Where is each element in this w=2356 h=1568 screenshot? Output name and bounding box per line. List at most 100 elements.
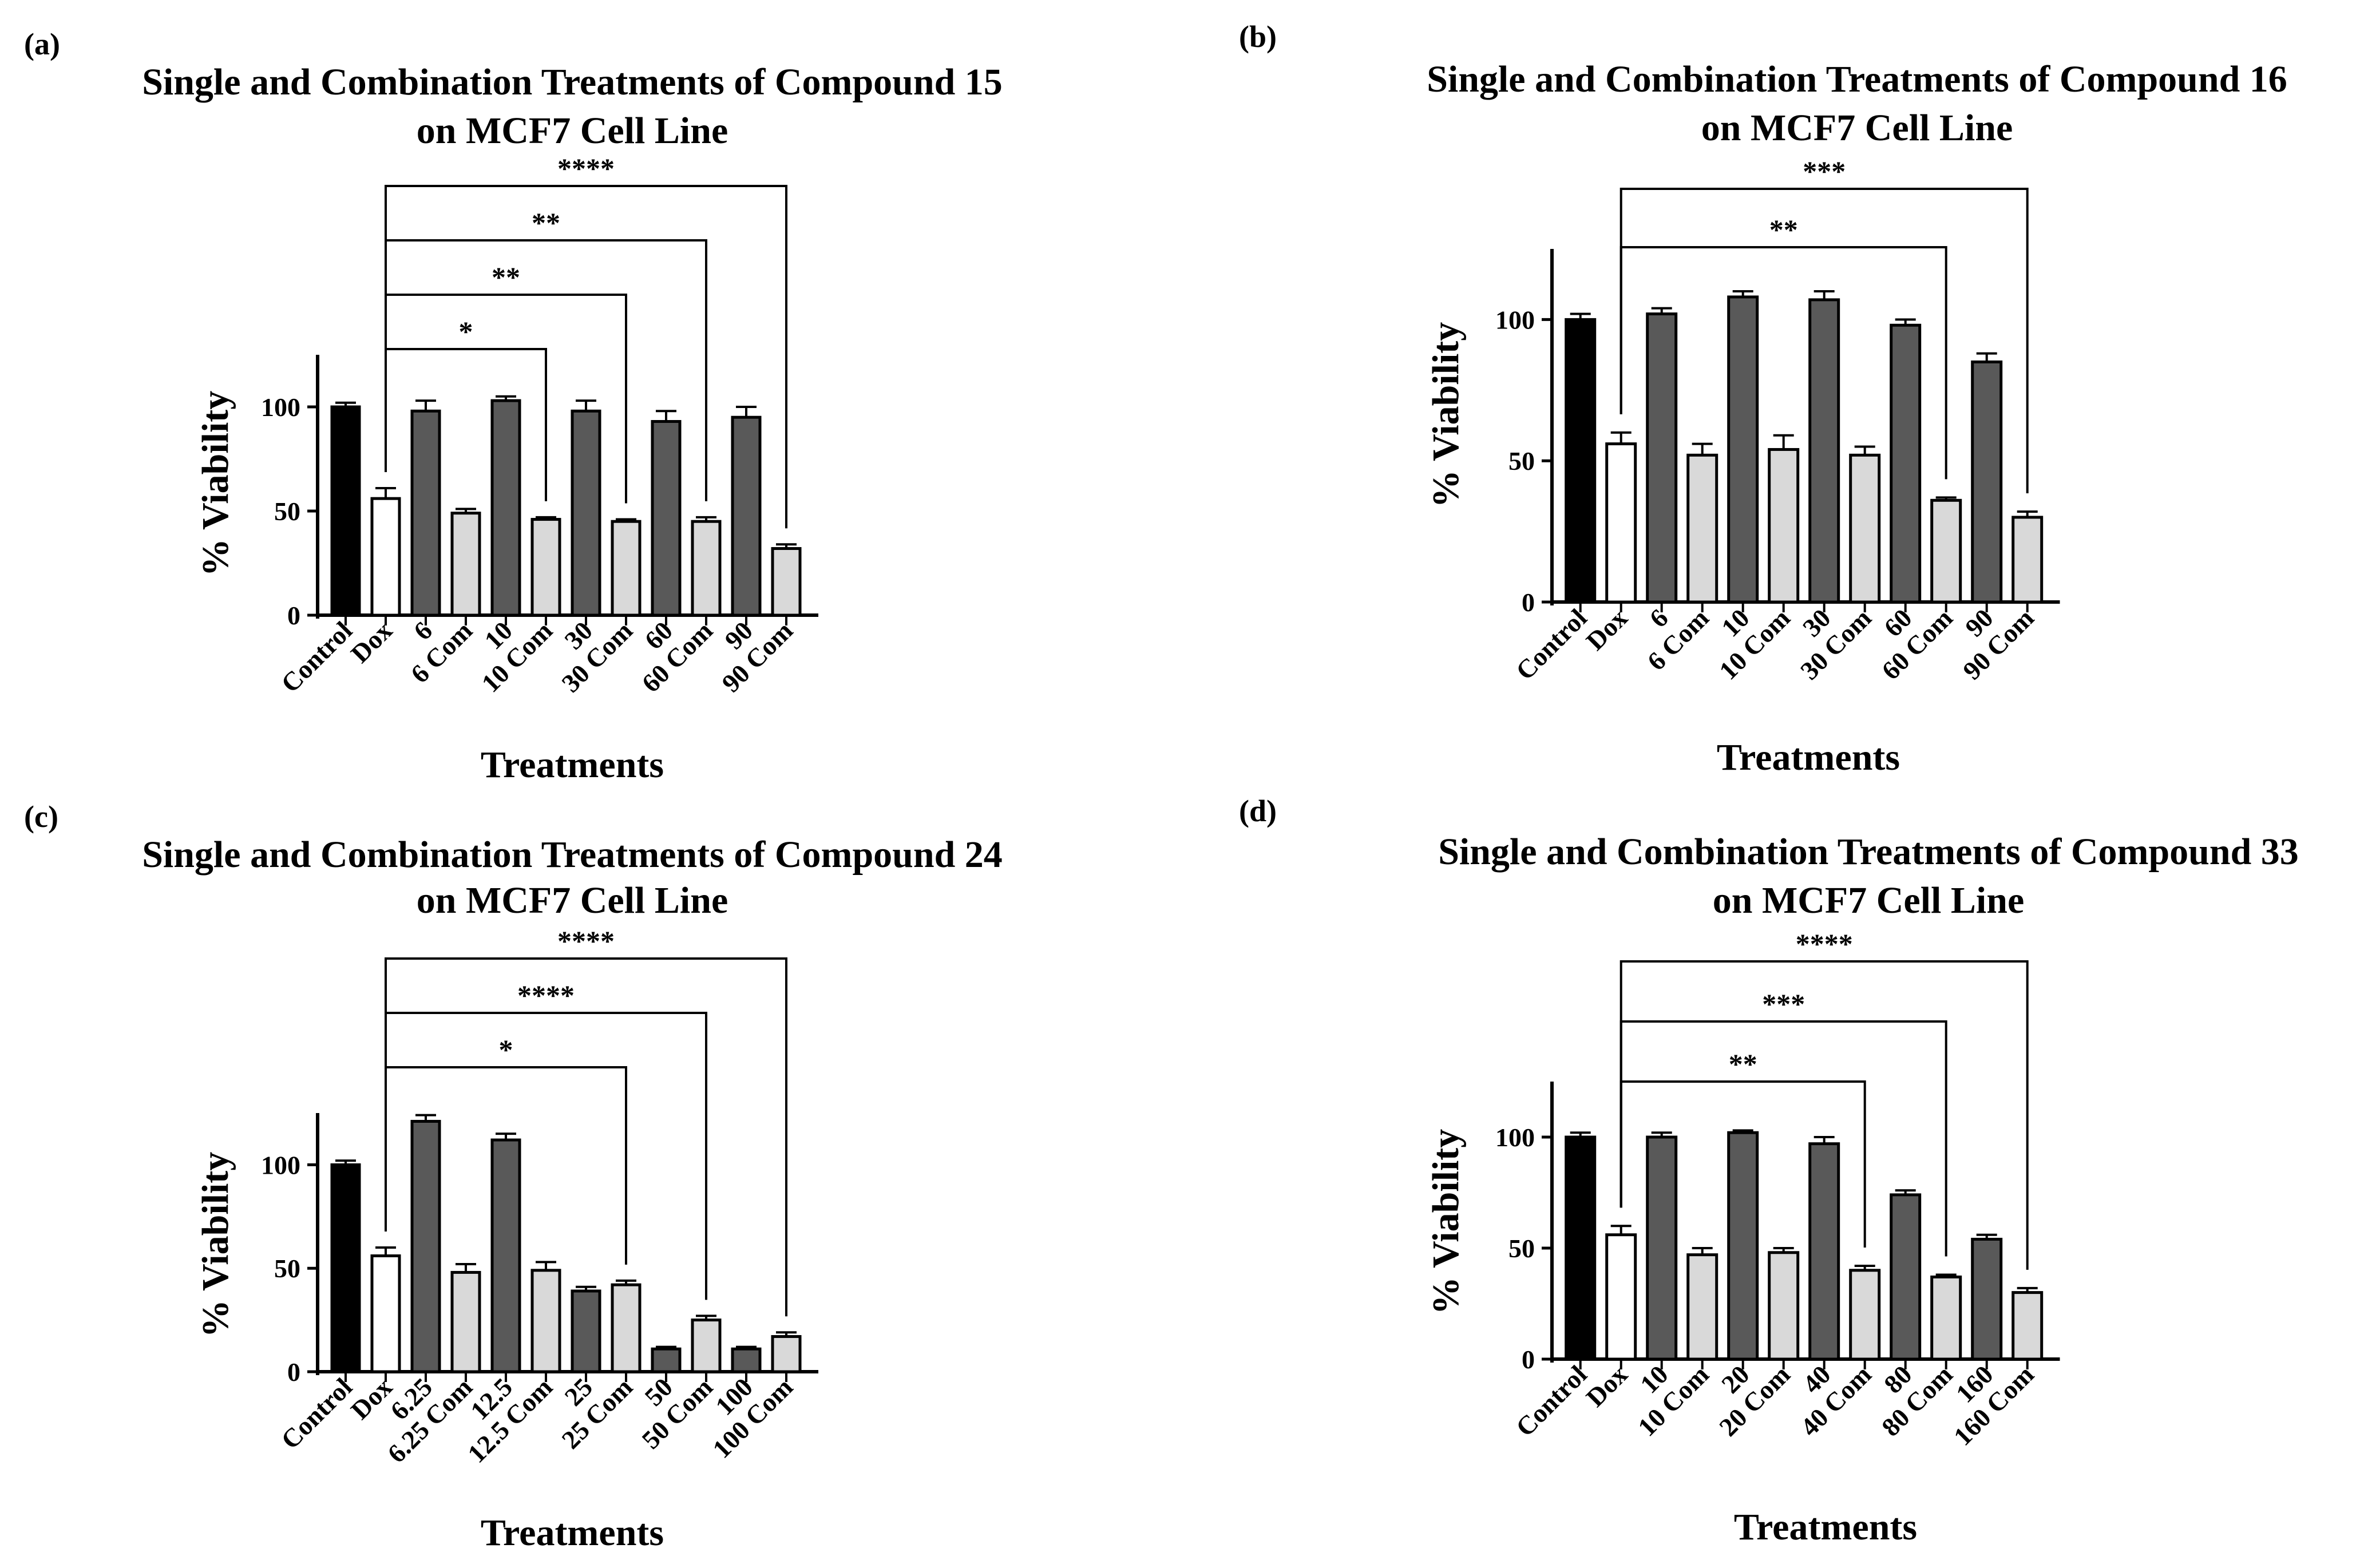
chart-title-line1: Single and Combination Treatments of Com… [142, 834, 1003, 876]
chart-title-line1: Single and Combination Treatments of Com… [142, 61, 1003, 103]
significance-label: **** [557, 925, 615, 957]
chart-panel-c: (c) Single and Combination Treatments of … [24, 799, 1003, 1554]
significance-label: **** [557, 152, 615, 184]
panel-label: (c) [24, 799, 58, 834]
bar-7 [611, 520, 642, 617]
bar-7 [611, 1283, 642, 1373]
chart-title-line2: on MCF7 Cell Line [1713, 880, 2024, 921]
bar-6 [571, 1289, 601, 1373]
bar-3 [1686, 453, 1719, 604]
bar-0 [1565, 1135, 1597, 1361]
category-label: Dox [1581, 1360, 1633, 1412]
significance-label: ** [1729, 1048, 1757, 1080]
x-axis-label: Treatments [481, 1512, 664, 1554]
bar-1 [370, 497, 401, 617]
category-label: 100 Com [707, 1372, 798, 1464]
significance-label: ** [492, 261, 520, 293]
significance-label: *** [1762, 988, 1805, 1020]
significance-label: **** [517, 979, 575, 1011]
significance-bracket [1619, 960, 2029, 1270]
chart-title-line1: Single and Combination Treatments of Com… [1438, 831, 2299, 873]
y-tick-label: 100 [261, 393, 300, 422]
chart-panel-d: (d) Single and Combination Treatments of … [1239, 794, 2299, 1548]
chart-panel-b: (b) Single and Combination Treatments of … [1239, 19, 2287, 778]
significance-bracket [385, 348, 547, 501]
chart-title-line2: on MCF7 Cell Line [417, 880, 728, 921]
bar-11 [2011, 1291, 2044, 1361]
bar-7 [1849, 1269, 1881, 1361]
bar-8 [1890, 1193, 1922, 1361]
bar-1 [370, 1254, 401, 1373]
significance-label: ** [532, 207, 560, 239]
significance-label: **** [1796, 928, 1853, 960]
bar-6 [1808, 298, 1840, 604]
bar-0 [330, 1163, 361, 1373]
bar-9 [691, 1318, 722, 1373]
bar-9 [1930, 498, 1962, 604]
bar-4 [1727, 295, 1759, 604]
y-axis-label: % Viability [1425, 1129, 1467, 1315]
bar-10 [1971, 360, 2003, 604]
category-label: 160 Com [1948, 1360, 2040, 1451]
category-label: Dox [345, 1372, 398, 1425]
y-tick-label: 50 [274, 497, 300, 526]
bar-9 [1930, 1275, 1962, 1361]
significance-label: *** [1803, 155, 1846, 187]
bar-3 [450, 1270, 481, 1373]
bar-8 [1890, 323, 1922, 604]
significance-label: * [459, 315, 473, 347]
y-tick-label: 100 [1495, 305, 1535, 334]
bar-9 [691, 520, 722, 617]
bar-5 [530, 1269, 561, 1373]
category-label: Dox [1581, 603, 1633, 656]
bar-2 [1646, 1135, 1678, 1361]
bar-2 [410, 1119, 441, 1373]
bar-3 [1686, 1253, 1719, 1361]
significance-label: * [499, 1034, 513, 1066]
bar-5 [530, 518, 561, 617]
bar-5 [1768, 448, 1800, 604]
significance-bracket [1619, 188, 2029, 494]
bar-1 [1605, 442, 1637, 604]
bar-3 [450, 512, 481, 617]
y-tick-label: 50 [1508, 446, 1535, 476]
significance-bracket [385, 957, 787, 1317]
bar-5 [1768, 1251, 1800, 1361]
bar-6 [571, 409, 601, 617]
y-tick-label: 0 [287, 1357, 300, 1387]
y-axis-label: % Viability [195, 1152, 236, 1338]
y-tick-label: 0 [1522, 588, 1535, 617]
x-axis-label: Treatments [1734, 1506, 1917, 1548]
panel-label: (b) [1239, 19, 1277, 54]
y-tick-label: 50 [274, 1254, 300, 1283]
chart-panel-a: (a) Single and Combination Treatments of … [24, 27, 1003, 786]
bar-10 [731, 415, 762, 617]
bar-1 [1605, 1233, 1637, 1361]
bar-8 [651, 419, 682, 617]
x-axis-label: Treatments [481, 744, 664, 786]
bar-0 [330, 405, 361, 617]
bar-4 [1727, 1131, 1759, 1361]
bar-10 [1971, 1237, 2003, 1361]
chart-title-line2: on MCF7 Cell Line [1701, 107, 2013, 149]
y-tick-label: 50 [1508, 1234, 1535, 1263]
bar-6 [1808, 1142, 1840, 1361]
category-label: Dox [345, 616, 398, 668]
bar-4 [490, 399, 521, 617]
bar-2 [410, 409, 441, 617]
y-axis-label: % Viability [1425, 322, 1467, 508]
panel-label: (d) [1239, 794, 1277, 828]
bar-11 [2011, 516, 2044, 604]
y-tick-label: 0 [1522, 1345, 1535, 1374]
chart-title-line1: Single and Combination Treatments of Com… [1427, 58, 2287, 100]
chart-title-line2: on MCF7 Cell Line [417, 110, 728, 152]
y-tick-label: 100 [261, 1150, 300, 1179]
panel-label: (a) [24, 27, 60, 61]
bar-7 [1849, 453, 1881, 604]
x-axis-label: Treatments [1717, 737, 1900, 778]
bar-11 [771, 1335, 802, 1373]
bar-0 [1565, 318, 1597, 604]
y-axis-label: % Viability [195, 391, 236, 577]
y-tick-label: 100 [1495, 1123, 1535, 1152]
